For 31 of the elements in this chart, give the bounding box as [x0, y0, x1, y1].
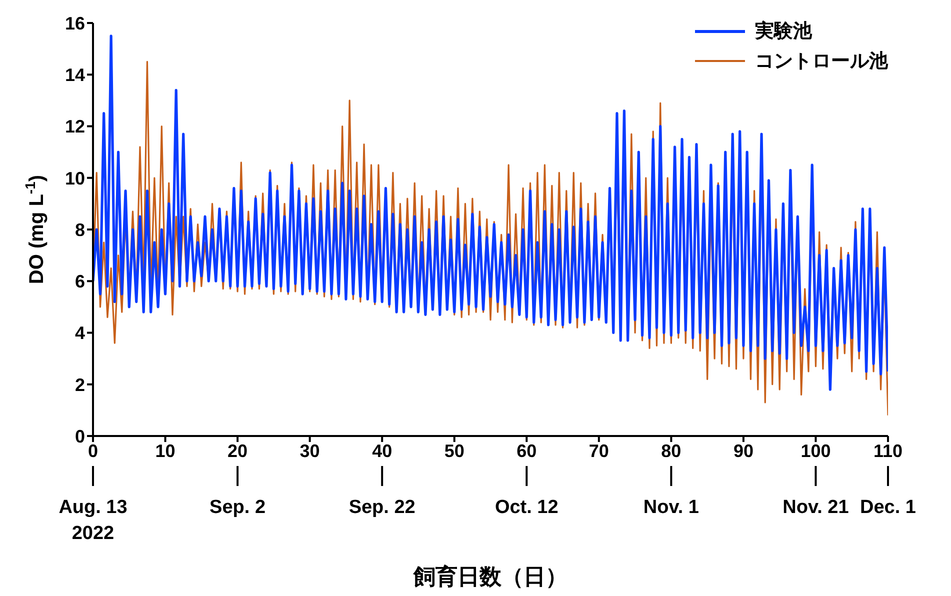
y-tick-label: 6 [74, 272, 85, 292]
x-tick-label: 80 [661, 440, 682, 461]
y-tick-label: 8 [74, 220, 85, 240]
legend-label: コントロール池 [755, 50, 888, 74]
x-tick-label: 100 [800, 440, 831, 461]
y-tick-label: 10 [64, 168, 85, 188]
annotation: Sep. 22 [348, 497, 416, 518]
x-axis-title: 飼育日数（日） [412, 564, 568, 589]
legend-label: 実験池 [755, 20, 812, 44]
annotation: Sep. 2 [210, 497, 266, 518]
y-tick-label: 12 [64, 116, 85, 137]
annotation: Oct. 12 [494, 497, 558, 518]
y-tick-label: 0 [74, 426, 85, 446]
y-tick-label: 16 [64, 13, 85, 34]
x-tick-label: 60 [516, 440, 537, 461]
x-tick-label: 20 [228, 440, 248, 461]
y-tick-label: 2 [74, 374, 85, 395]
annotation: Aug. 13 2022 [58, 497, 128, 544]
x-tick-label: 110 [873, 440, 903, 461]
annotation: Dec. 1 [860, 497, 916, 518]
x-tick-label: 40 [372, 440, 392, 461]
x-tick-label: 10 [155, 440, 176, 461]
y-tick-label: 14 [64, 65, 85, 86]
annotation: Nov. 1 [643, 497, 700, 518]
x-tick-label: 90 [733, 440, 754, 461]
x-tick-label: 30 [300, 440, 320, 461]
x-tick-label: 0 [88, 440, 98, 461]
x-tick-label: 70 [588, 440, 609, 461]
y-tick-label: 4 [74, 323, 85, 344]
annotation: Nov. 21 [782, 497, 850, 518]
x-tick-label: 50 [444, 440, 464, 461]
